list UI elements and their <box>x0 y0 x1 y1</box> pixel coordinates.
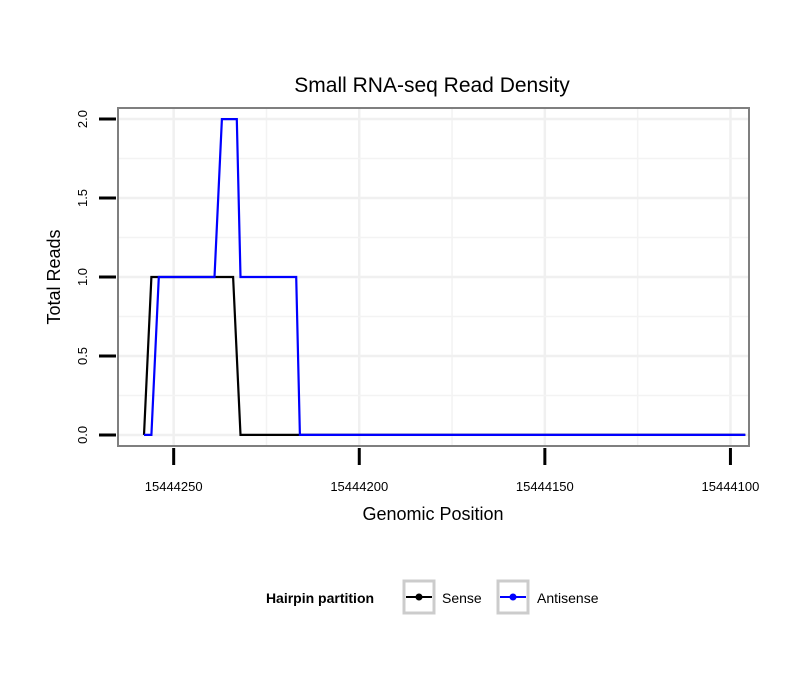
y-axis-label: Total Reads <box>44 229 64 324</box>
x-tick-label: 15444150 <box>516 479 574 494</box>
x-axis: 15444250 15444200 15444150 15444100 <box>145 448 760 494</box>
legend-label: Antisense <box>537 590 599 606</box>
y-tick-label: 0.5 <box>75 347 90 365</box>
legend: Hairpin partition Sense Antisense <box>266 579 599 615</box>
legend-item-antisense: Antisense <box>496 579 599 615</box>
x-tick-label: 15444100 <box>702 479 760 494</box>
legend-key-dot <box>415 593 423 601</box>
y-axis: 0.0 0.5 1.0 1.5 2.0 <box>75 110 116 444</box>
x-tick-label: 15444200 <box>330 479 388 494</box>
series-line-antisense <box>144 117 746 436</box>
legend-item-sense: Sense <box>402 579 482 615</box>
y-tick-label: 2.0 <box>75 110 90 128</box>
legend-items: Sense Antisense <box>402 579 599 615</box>
legend-label: Sense <box>442 590 482 606</box>
y-tick-label: 0.0 <box>75 426 90 444</box>
y-tick-label: 1.0 <box>75 268 90 286</box>
series-lines <box>142 117 746 436</box>
grid <box>118 108 749 446</box>
legend-title: Hairpin partition <box>266 590 374 606</box>
legend-key-dot <box>509 593 517 601</box>
y-tick-label: 1.5 <box>75 189 90 207</box>
x-tick-label: 15444250 <box>145 479 203 494</box>
plot-panel-border <box>117 107 750 447</box>
x-axis-label: Genomic Position <box>362 504 503 524</box>
chart-title: Small RNA-seq Read Density <box>294 74 570 97</box>
